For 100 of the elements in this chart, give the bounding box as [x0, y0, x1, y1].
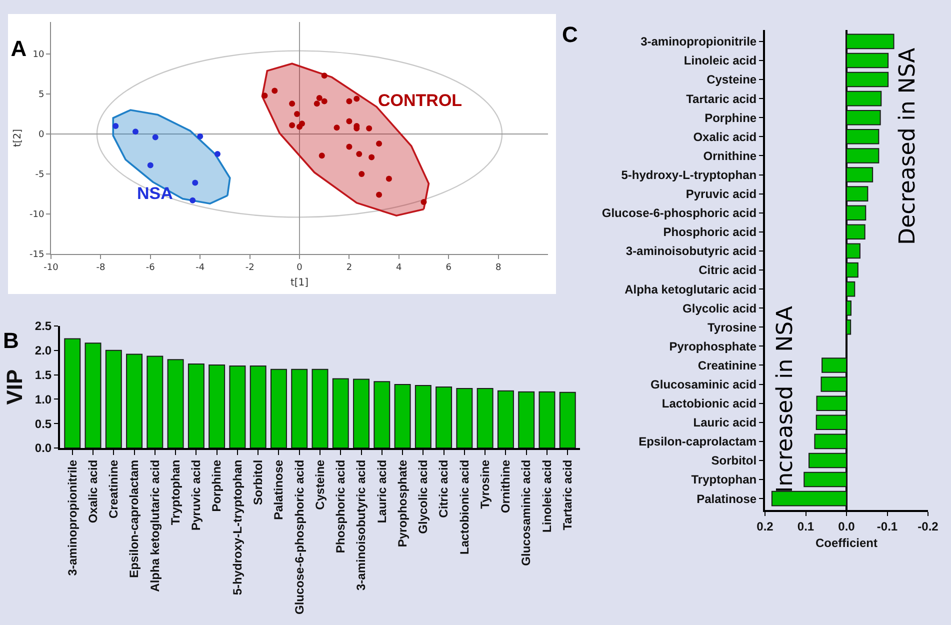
- bar: [846, 148, 880, 164]
- bar: [497, 390, 514, 448]
- point: [356, 151, 362, 157]
- point: [358, 171, 365, 177]
- bar: [846, 224, 866, 240]
- point: [368, 154, 375, 160]
- bar: [804, 472, 847, 488]
- x-tick-label: Porphine: [210, 459, 224, 512]
- point: [386, 176, 392, 182]
- x-tick-label: Alpha ketoglutaric acid: [148, 460, 162, 592]
- point: [132, 128, 138, 135]
- point: [272, 88, 278, 94]
- x-tick-label: -2: [245, 262, 254, 273]
- y-tick-label: Alpha ketoglutaric acid: [624, 282, 757, 296]
- x-tick-label: -6: [146, 262, 156, 273]
- bar: [846, 72, 889, 88]
- x-tick-label: Lauric acid: [374, 460, 389, 524]
- bar: [291, 368, 308, 448]
- point: [289, 122, 296, 128]
- x-tick-label: Sorbitol: [251, 460, 265, 506]
- chart-title: B: [2, 328, 19, 353]
- x-tick-label: Pyruvic acid: [189, 460, 204, 531]
- point: [190, 197, 196, 204]
- x-tick-label: Cysteine: [312, 459, 327, 510]
- point: [318, 152, 325, 159]
- y-tick-label: 0.5: [34, 416, 52, 431]
- bar: [518, 391, 535, 448]
- x-tick-label: 0.2: [756, 519, 774, 534]
- y-tick-label: -15: [29, 250, 44, 260]
- bar: [846, 129, 880, 144]
- point: [296, 124, 302, 130]
- y-tick-label: Epsilon-caprolactam: [638, 434, 757, 449]
- y-tick-label: Creatinine: [698, 358, 757, 372]
- y-tick-label: 0: [38, 130, 44, 140]
- point: [321, 72, 328, 79]
- x-tick-label: Pyrophosphate: [395, 459, 410, 548]
- point: [147, 162, 154, 168]
- y-tick-label: 3-aminoisobutyric acid: [626, 244, 757, 258]
- bar: [808, 452, 847, 468]
- bar: [538, 391, 556, 448]
- bar: [846, 300, 852, 316]
- y-tick-label: Oxalic acid: [693, 130, 757, 144]
- y-tick-label: 1.5: [34, 368, 52, 382]
- bar: [167, 359, 184, 448]
- point: [346, 144, 352, 150]
- x-tick-label: 0.0: [838, 519, 856, 534]
- point: [197, 133, 204, 140]
- y-tick-label: 0.0: [34, 441, 52, 456]
- point: [334, 124, 340, 131]
- bar: [270, 368, 287, 448]
- y-tick-label: Lactobionic acid: [662, 396, 757, 411]
- bar: [353, 378, 370, 448]
- x-tick-label: Phosphoric acid: [334, 460, 348, 554]
- bar: [846, 320, 852, 335]
- bar: [846, 90, 882, 106]
- point: [376, 140, 382, 147]
- point: [420, 199, 427, 205]
- bar: [816, 396, 847, 411]
- x-tick-label: 2: [346, 262, 352, 273]
- x-tick-label: Oxalic acid: [86, 460, 100, 524]
- point: [321, 98, 328, 104]
- bar: [820, 376, 847, 392]
- x-axis-title: t[1]: [290, 277, 309, 288]
- bar: [846, 281, 856, 297]
- point: [314, 100, 320, 107]
- x-tick-label: Citric acid: [436, 460, 451, 518]
- bar: [846, 167, 874, 182]
- x-tick-label: Glucose-6-phosphoric acid: [292, 460, 306, 615]
- y-tick-label: Cysteine: [706, 72, 757, 87]
- bar: [208, 364, 226, 448]
- y-tick-label: Glucosaminic acid: [650, 377, 757, 392]
- point: [346, 118, 352, 124]
- point: [376, 192, 382, 198]
- point: [366, 125, 372, 132]
- bar: [816, 414, 847, 430]
- bar: [105, 350, 122, 448]
- point: [192, 180, 198, 186]
- bar: [456, 388, 473, 448]
- bar: [846, 262, 858, 278]
- x-tick-label: Tartaric acid: [560, 460, 575, 530]
- bar: [332, 378, 349, 448]
- point: [346, 98, 352, 104]
- bar: [146, 356, 164, 448]
- bar: [476, 388, 494, 448]
- x-tick-label: 4: [396, 262, 402, 273]
- y-tick-label: Lauric acid: [693, 416, 757, 430]
- bar: [229, 366, 246, 448]
- y-tick-label: 2.0: [34, 344, 52, 358]
- point: [316, 95, 322, 101]
- bar: [436, 386, 452, 448]
- y-tick-label: 10: [32, 50, 44, 60]
- x-tick-label: Glucosaminic acid: [519, 460, 534, 566]
- x-tick-label: Tyrosine: [478, 459, 492, 509]
- y-tick-label: Pyruvic acid: [686, 187, 757, 202]
- y-tick-label: 1.0: [34, 392, 52, 406]
- text: C: [562, 22, 578, 47]
- y-tick-label: Tyrosine: [707, 320, 757, 334]
- x-tick-label: Epsilon-caprolactam: [127, 460, 142, 578]
- annotation: NSA: [137, 184, 173, 203]
- annotation: Increased in NSA: [772, 306, 798, 493]
